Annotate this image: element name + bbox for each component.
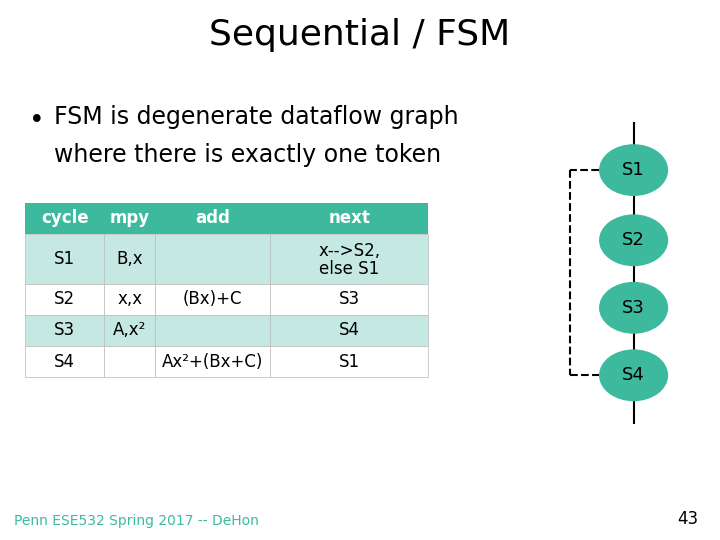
Text: x-->S2,: x-->S2, <box>318 241 380 260</box>
Text: S3: S3 <box>54 321 76 340</box>
FancyBboxPatch shape <box>155 315 270 346</box>
Text: Ax²+(Bx+C): Ax²+(Bx+C) <box>162 353 263 371</box>
FancyBboxPatch shape <box>270 284 428 315</box>
Text: Sequential / FSM: Sequential / FSM <box>210 18 510 52</box>
Ellipse shape <box>599 282 668 334</box>
Text: S4: S4 <box>54 353 76 371</box>
Ellipse shape <box>599 214 668 266</box>
FancyBboxPatch shape <box>104 315 155 346</box>
FancyBboxPatch shape <box>25 202 104 234</box>
FancyBboxPatch shape <box>155 202 270 234</box>
Text: S3: S3 <box>622 299 645 317</box>
FancyBboxPatch shape <box>104 346 155 377</box>
FancyBboxPatch shape <box>25 346 104 377</box>
Text: S1: S1 <box>338 353 360 371</box>
FancyBboxPatch shape <box>25 284 104 315</box>
Text: S1: S1 <box>622 161 645 179</box>
FancyBboxPatch shape <box>270 234 428 284</box>
FancyBboxPatch shape <box>104 234 155 284</box>
Text: S3: S3 <box>338 290 360 308</box>
Text: S2: S2 <box>54 290 76 308</box>
FancyBboxPatch shape <box>25 234 104 284</box>
FancyBboxPatch shape <box>270 346 428 377</box>
Ellipse shape <box>599 349 668 401</box>
Text: S4: S4 <box>338 321 360 340</box>
Text: •: • <box>29 108 45 134</box>
FancyBboxPatch shape <box>155 284 270 315</box>
Text: mpy: mpy <box>109 209 150 227</box>
Text: Penn ESE532 Spring 2017 -- DeHon: Penn ESE532 Spring 2017 -- DeHon <box>14 514 259 528</box>
FancyBboxPatch shape <box>25 315 104 346</box>
Text: 43: 43 <box>678 510 698 528</box>
Text: FSM is degenerate dataflow graph: FSM is degenerate dataflow graph <box>54 105 459 129</box>
FancyBboxPatch shape <box>270 315 428 346</box>
FancyBboxPatch shape <box>104 202 155 234</box>
FancyBboxPatch shape <box>155 234 270 284</box>
Text: cycle: cycle <box>41 209 89 227</box>
Text: A,x²: A,x² <box>113 321 146 340</box>
Text: S2: S2 <box>622 231 645 249</box>
FancyBboxPatch shape <box>270 202 428 234</box>
Text: next: next <box>328 209 370 227</box>
Text: S4: S4 <box>622 366 645 384</box>
FancyBboxPatch shape <box>104 284 155 315</box>
Text: (Bx)+C: (Bx)+C <box>183 290 242 308</box>
Text: S1: S1 <box>54 249 76 268</box>
Text: else S1: else S1 <box>319 260 379 279</box>
Text: add: add <box>195 209 230 227</box>
Text: where there is exactly one token: where there is exactly one token <box>54 143 441 167</box>
Text: x,x: x,x <box>117 290 142 308</box>
Text: B,x: B,x <box>117 249 143 268</box>
Ellipse shape <box>599 144 668 196</box>
FancyBboxPatch shape <box>155 346 270 377</box>
